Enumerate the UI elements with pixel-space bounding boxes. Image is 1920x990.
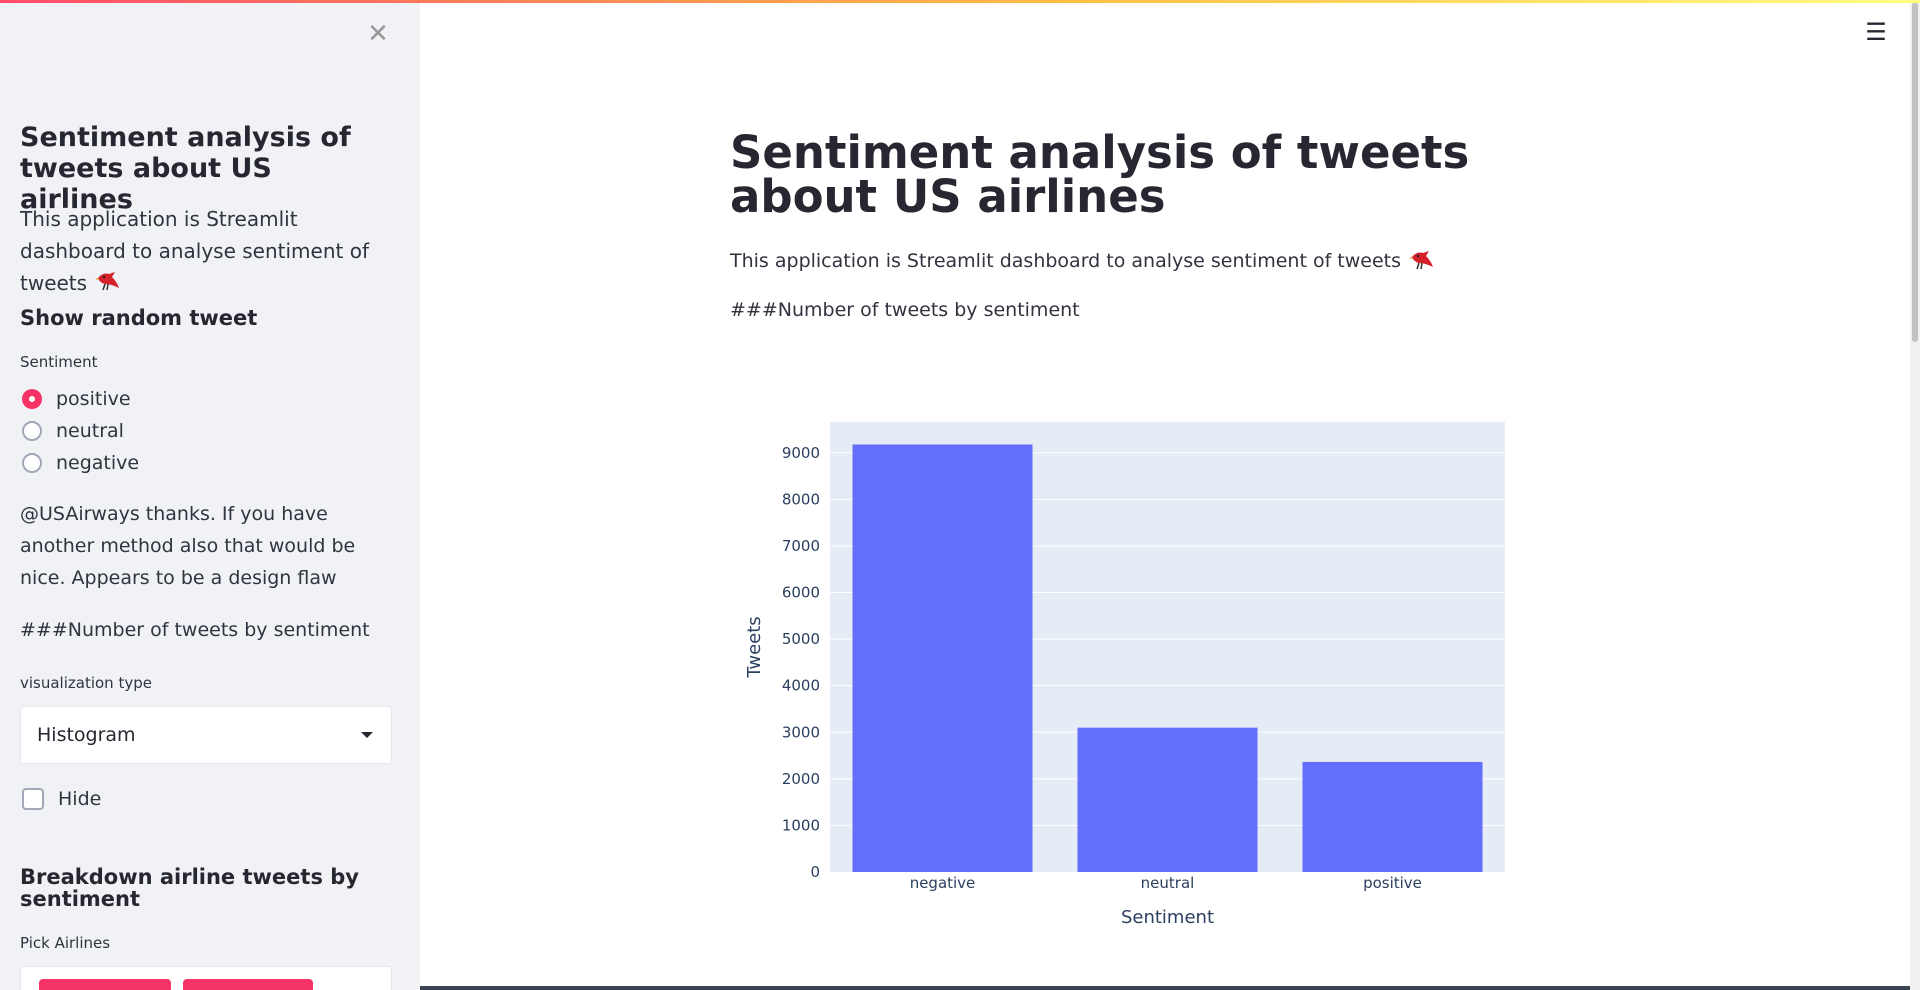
- radio-neutral[interactable]: neutral: [22, 420, 124, 442]
- scrollbar-thumb[interactable]: [1912, 2, 1918, 342]
- sentiment-label: Sentiment: [20, 353, 98, 371]
- airlines-multiselect[interactable]: [20, 966, 392, 990]
- sidebar-title: Sentiment analysis of tweets about US ai…: [20, 122, 351, 215]
- random-tweet-text: @USAirways thanks. If you have another m…: [20, 503, 356, 589]
- x-tick-label: negative: [910, 874, 976, 892]
- sentiment-bar-chart: 0 1000 2000 3000 4000 5000 6000 7000 8000 9000 neg…: [730, 380, 1550, 940]
- hide-checkbox[interactable]: [22, 788, 44, 810]
- tweets-by-sentiment-text: ###Number of tweets by sentiment: [20, 619, 370, 641]
- hide-checkbox-row[interactable]: Hide: [22, 788, 101, 810]
- sidebar-description: This application is Streamlit dashboard …: [20, 203, 400, 301]
- sidebar: ✕ Sentiment analysis of tweets about US …: [0, 0, 420, 990]
- breakdown-heading: Breakdown airline tweets by sentiment: [20, 865, 359, 911]
- y-tick-label: 6000: [782, 584, 820, 602]
- x-tick-label: neutral: [1141, 874, 1195, 892]
- main-tweets-by-sentiment-text: ###Number of tweets by sentiment: [730, 299, 1080, 321]
- radio-button[interactable]: [22, 453, 42, 473]
- x-axis-label: Sentiment: [1121, 907, 1214, 928]
- bird-icon: [1409, 247, 1435, 276]
- visualization-type-label: visualization type: [20, 674, 152, 692]
- pick-airlines-label: Pick Airlines: [20, 934, 111, 952]
- y-tick-label: 2000: [782, 770, 820, 788]
- top-decoration-bar: [0, 0, 1920, 3]
- main-description: This application is Streamlit dashboard …: [730, 247, 1435, 276]
- chart-svg: 0 1000 2000 3000 4000 5000 6000 7000 8000 9000 neg…: [744, 422, 1505, 928]
- radio-label: negative: [56, 452, 140, 474]
- x-tick-label: positive: [1363, 874, 1422, 892]
- y-tick-label: 4000: [782, 677, 820, 695]
- caret-down-icon: [361, 732, 373, 738]
- bottom-edge: [420, 986, 1910, 990]
- y-tick-label: 7000: [782, 537, 820, 555]
- radio-negative[interactable]: negative: [22, 452, 139, 474]
- y-axis-label: Tweets: [744, 616, 765, 678]
- hide-label: Hide: [58, 788, 102, 810]
- radio-label: positive: [56, 388, 131, 410]
- scrollbar[interactable]: [1910, 0, 1920, 990]
- close-icon[interactable]: ✕: [367, 19, 389, 49]
- main-description-text: This application is Streamlit dashboard …: [730, 250, 1402, 272]
- bar-negative: [852, 444, 1033, 872]
- bar-positive: [1302, 761, 1483, 872]
- radio-button-checked[interactable]: [22, 389, 42, 409]
- y-tick-label: 8000: [782, 490, 820, 508]
- y-tick-label: 1000: [782, 816, 820, 834]
- sidebar-description-text: This application is Streamlit dashboard …: [20, 207, 369, 295]
- y-tick-label: 3000: [782, 723, 820, 741]
- radio-button[interactable]: [22, 421, 42, 441]
- y-tick-label: 0: [810, 863, 820, 881]
- bar-neutral: [1077, 727, 1258, 872]
- y-tick-label: 5000: [782, 630, 820, 648]
- select-value: Histogram: [37, 724, 136, 746]
- radio-label: neutral: [56, 420, 124, 442]
- page-title: Sentiment analysis of tweets about US ai…: [730, 126, 1470, 223]
- bird-icon: [95, 268, 121, 301]
- visualization-type-select[interactable]: Histogram: [20, 706, 392, 764]
- y-tick-label: 9000: [782, 444, 820, 462]
- airline-chip[interactable]: [39, 979, 171, 990]
- airline-chip[interactable]: [183, 979, 313, 990]
- random-tweet-heading: Show random tweet: [20, 306, 258, 330]
- radio-positive[interactable]: positive: [22, 388, 131, 410]
- hamburger-menu-icon[interactable]: ☰: [1865, 18, 1887, 46]
